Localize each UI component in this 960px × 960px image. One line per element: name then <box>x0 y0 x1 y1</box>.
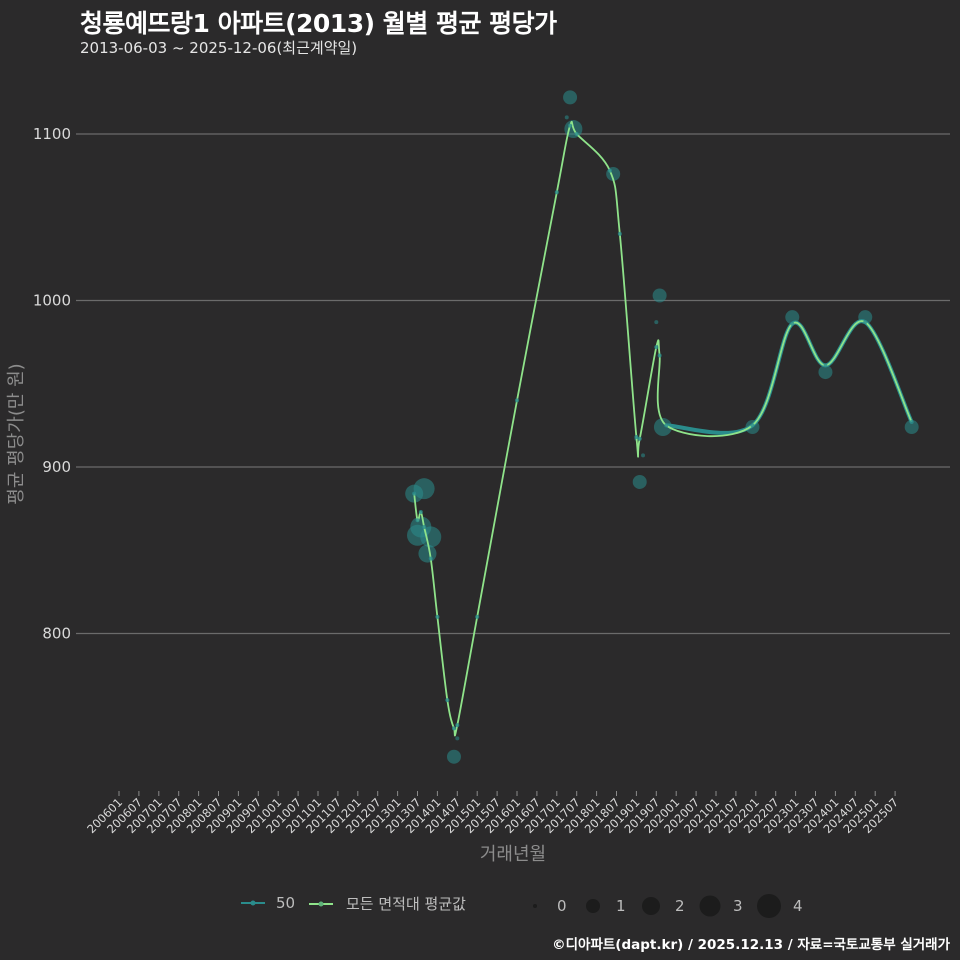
line-marker <box>568 123 573 128</box>
data-bubble <box>413 478 435 500</box>
line-marker <box>455 723 460 728</box>
size-dot-icon <box>699 895 721 917</box>
line-marker <box>435 614 440 619</box>
legend-size-0: 0 <box>525 893 567 919</box>
legend-line-green-icon <box>309 901 333 906</box>
legend-label: 2 <box>675 897 685 915</box>
data-bubble <box>818 365 833 380</box>
legend-label: 모든 면적대 평균값 <box>346 895 466 913</box>
legend-size-2: 2 <box>639 893 685 919</box>
legend-label: 3 <box>733 897 743 915</box>
data-bubble <box>563 90 578 105</box>
source-credit: ©디아파트(dapt.kr) / 2025.12.13 / 자료=국토교통부 실… <box>552 937 950 953</box>
data-bubble <box>564 115 569 120</box>
size-dot-icon <box>586 899 600 913</box>
line-marker <box>607 168 612 173</box>
data-bubble <box>632 474 647 489</box>
size-dot-icon <box>757 894 781 918</box>
data-bubble <box>653 418 672 437</box>
legend-label: 0 <box>557 897 567 915</box>
line-marker <box>654 345 659 350</box>
line-marker <box>863 320 868 325</box>
chart-title: 청룡예뜨랑1 아파트(2013) 월별 평균 평당가 <box>80 9 557 38</box>
legend: 50 모든 면적대 평균값 0 1 2 3 4 <box>0 893 960 919</box>
line-marker <box>422 524 427 529</box>
legend-size-3: 3 <box>697 893 743 919</box>
data-bubble <box>446 749 461 764</box>
line-marker <box>412 491 417 496</box>
data-bubble <box>641 453 646 458</box>
y-axis-ticks: 800 900 1000 1100 <box>33 125 71 643</box>
series-50-line <box>666 319 914 435</box>
line-marker <box>428 556 433 561</box>
chart-subtitle: 2013-06-03 ~ 2025-12-06(최근계약일) <box>80 39 358 57</box>
line-marker <box>750 423 755 428</box>
size-dot-icon <box>533 904 537 908</box>
series-50-bubbles <box>405 90 919 764</box>
y-tick-label: 1000 <box>33 292 71 310</box>
line-marker <box>554 190 559 195</box>
y-tick-label: 1100 <box>33 125 71 143</box>
data-bubble <box>418 544 437 563</box>
legend-label: 4 <box>793 897 803 915</box>
line-marker <box>451 726 456 731</box>
legend-line-teal-icon <box>241 900 265 906</box>
legend-label: 1 <box>616 897 626 915</box>
data-bubble <box>654 320 659 325</box>
legend-label: 50 <box>276 894 296 912</box>
line-marker <box>445 698 450 703</box>
y-tick-label: 900 <box>42 458 71 476</box>
data-bubble <box>420 526 442 548</box>
line-marker <box>909 420 914 425</box>
data-bubble <box>904 420 919 435</box>
line-marker <box>664 423 669 428</box>
legend-item-all-average: 모든 면적대 평균값 <box>308 893 466 914</box>
x-axis-ticks: 2006012006072007012007072008012008072009… <box>84 791 901 836</box>
line-marker <box>475 614 480 619</box>
data-bubble <box>652 288 667 303</box>
size-dot-icon <box>642 897 660 915</box>
legend-size-4: 4 <box>755 893 803 919</box>
x-axis-title: 거래년월 <box>480 844 546 865</box>
line-marker <box>617 231 622 236</box>
line-marker <box>823 363 828 368</box>
y-gridlines <box>76 133 950 635</box>
data-bubble <box>455 736 460 741</box>
y-tick-label: 800 <box>42 625 71 643</box>
y-axis-title: 평균 평당가(만 원) <box>6 363 27 504</box>
legend-size-1: 1 <box>582 893 626 919</box>
legend-item-50: 50 <box>240 893 295 913</box>
line-marker <box>574 132 579 136</box>
line-marker <box>790 321 795 326</box>
line-marker <box>415 518 420 523</box>
line-marker <box>418 509 423 514</box>
line-marker <box>634 435 639 440</box>
line-marker <box>657 353 662 358</box>
line-marker <box>637 436 642 441</box>
line-marker <box>515 398 519 403</box>
series-lines <box>412 120 914 737</box>
